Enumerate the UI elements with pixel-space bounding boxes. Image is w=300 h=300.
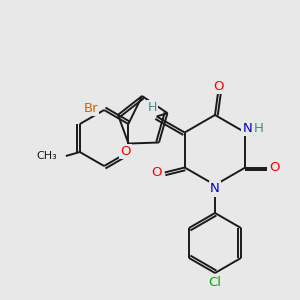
Text: O: O <box>152 166 162 179</box>
Text: H: H <box>254 122 263 135</box>
Text: Cl: Cl <box>208 275 221 289</box>
Text: Br: Br <box>84 101 98 115</box>
Text: O: O <box>213 80 223 92</box>
Text: N: N <box>242 122 252 135</box>
Text: O: O <box>269 161 280 174</box>
Text: CH₃: CH₃ <box>36 151 57 161</box>
Text: N: N <box>210 182 220 196</box>
Text: H: H <box>148 101 158 114</box>
Text: O: O <box>120 145 131 158</box>
